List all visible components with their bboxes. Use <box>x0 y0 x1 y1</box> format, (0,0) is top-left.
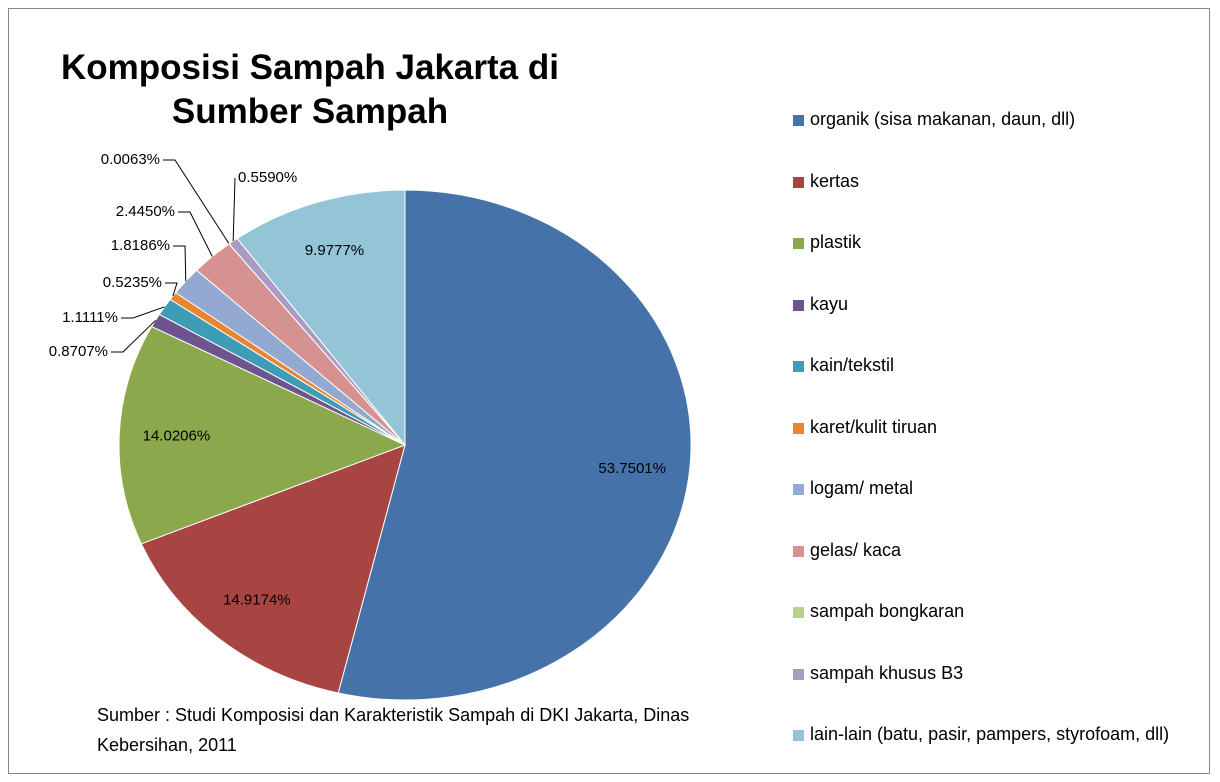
legend-item: logam/ metal <box>790 475 1180 502</box>
data-label: 0.8707% <box>49 343 108 360</box>
pie-slice <box>140 444 406 694</box>
legend-label: sampah bongkaran <box>810 601 965 621</box>
leader-line <box>232 177 236 242</box>
chart-title: Komposisi Sampah Jakarta di Sumber Sampa… <box>61 48 559 131</box>
legend-swatch <box>793 422 804 434</box>
legend-label: kain/tekstil <box>810 355 895 375</box>
legend-item: kain/tekstil <box>790 352 1180 379</box>
legend-label: kayu <box>810 293 849 314</box>
legend-label: organik (sisa makanan, daun, dll) <box>810 109 1076 129</box>
legend-label: plastik <box>810 232 862 252</box>
leader-line <box>111 320 156 353</box>
legend-swatch <box>793 361 804 372</box>
legend-swatch <box>793 176 804 188</box>
legend-swatch <box>793 115 804 126</box>
legend-item: sampah khusus B3 <box>790 660 1180 687</box>
source-note: Sumber : Studi Komposisi dan Karakterist… <box>97 705 690 755</box>
data-label: 2.4450% <box>116 203 175 220</box>
legend-label: kertas <box>810 170 860 191</box>
legend-swatch <box>793 668 804 680</box>
leader-line <box>163 159 230 245</box>
legend-swatch <box>793 607 804 618</box>
data-label: 1.1111% <box>62 309 118 326</box>
pie-slice <box>337 189 692 701</box>
chart-frame <box>8 8 1210 774</box>
leader-line <box>165 282 178 297</box>
legend-item: karet/kulit tiruan <box>790 414 1180 441</box>
legend-swatch <box>793 484 804 495</box>
legend-item: sampah bongkaran <box>790 598 1180 625</box>
data-label: 14.0206% <box>143 427 211 444</box>
legend-label: logam/ metal <box>810 478 914 498</box>
legend-item: lain-lain (batu, pasir, pampers, styrofo… <box>790 721 1180 748</box>
data-label: 14.9174% <box>223 591 291 608</box>
legend-swatch <box>793 238 804 249</box>
legend-swatch <box>793 730 804 741</box>
data-label: 0.5590% <box>238 169 297 186</box>
legend-label: lain-lain (batu, pasir, pampers, styrofo… <box>810 724 1170 744</box>
pie-slice <box>118 325 407 545</box>
legend-item: gelas/ kaca <box>790 537 1180 564</box>
data-label: 0.0063% <box>101 151 160 168</box>
pie-slice <box>236 189 406 447</box>
legend-label: sampah khusus B3 <box>810 662 964 683</box>
data-label: 0.5235% <box>103 274 162 291</box>
legend-swatch <box>793 299 804 311</box>
leader-line <box>121 306 165 319</box>
data-label: 1.8186% <box>111 237 170 254</box>
legend-item: organik (sisa makanan, daun, dll) <box>790 106 1180 133</box>
data-label: 53.7501% <box>598 460 666 477</box>
legend-item: plastik <box>790 229 1180 256</box>
legend-label: gelas/ kaca <box>810 539 902 560</box>
legend-label: karet/kulit tiruan <box>810 416 938 437</box>
legend-swatch <box>793 545 804 557</box>
leader-line <box>173 245 187 282</box>
legend-item: kertas <box>790 168 1180 195</box>
leader-line <box>178 211 213 257</box>
data-label: 9.9777% <box>305 242 364 259</box>
legend-item: kayu <box>790 291 1180 318</box>
